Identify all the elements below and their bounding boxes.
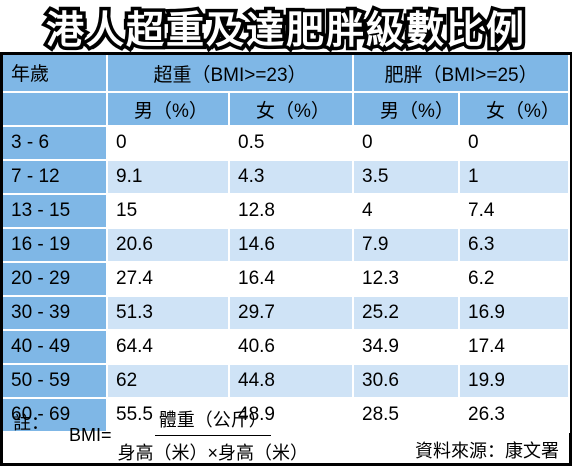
data-table: 年歲 超重（BMI>=23） 肥胖（BMI>=25） 男（%） 女（%） 男（%… [3,55,571,433]
table-row: 60 - 69 55.5 48.9 28.5 26.3 [3,398,571,433]
overweight-female-cell: 14.6 [229,228,355,263]
overweight-female-cell: 16.4 [229,262,355,297]
obese-female-cell: 16.9 [459,296,571,331]
table-row: 13 - 15 15 12.8 4 7.4 [3,194,571,229]
age-column-header: 年歲 [3,55,108,93]
header-row-groups: 年歲 超重（BMI>=23） 肥胖（BMI>=25） [3,55,571,93]
overweight-male-cell: 55.5 [107,398,230,433]
bmi-numerator: 體重（公斤） [154,406,271,436]
title-bar: 港人超重及達肥胖級數比例 [0,0,572,55]
age-cell: 3 - 6 [3,126,108,161]
obese-female-cell: 19.9 [459,364,571,399]
age-cell: 20 - 29 [3,262,108,297]
obese-female-cell: 7.4 [459,194,571,229]
obese-male-cell: 25.2 [353,296,461,331]
table-frame: 年歲 超重（BMI>=23） 肥胖（BMI>=25） 男（%） 女（%） 男（%… [0,52,572,466]
page-title: 港人超重及達肥胖級數比例 [42,4,527,55]
table-row: 20 - 29 27.4 16.4 12.3 6.2 [3,262,571,297]
obese-male-header: 男（%） [353,92,461,127]
age-cell: 60 - 69 [3,398,108,433]
bmi-formula-lhs: BMI= [69,424,112,445]
table-row: 40 - 49 64.4 40.6 34.9 17.4 [3,330,571,365]
overweight-female-cell: 29.7 [229,296,355,331]
age-cell: 30 - 39 [3,296,108,331]
age-cell: 50 - 59 [3,364,108,399]
table-row: 7 - 12 9.1 4.3 3.5 1 [3,160,571,195]
overweight-female-cell: 44.8 [229,364,355,399]
overweight-female-cell: 0.5 [229,126,355,161]
table-row: 16 - 19 20.6 14.6 7.9 6.3 [3,228,571,263]
overweight-male-cell: 62 [107,364,230,399]
obese-female-cell: 17.4 [459,330,571,365]
overweight-male-cell: 64.4 [107,330,230,365]
note-label: 註： [13,413,49,433]
header-row-sexes: 男（%） 女（%） 男（%） 女（%） [3,92,571,127]
footer: 註： BMI= 體重（公斤） 身高（米）×身高（米） 資料來源：康文署 [3,403,569,463]
overweight-male-header: 男（%） [107,92,230,127]
table-body: 3 - 6 0 0.5 0 0 7 - 12 9.1 4.3 3.5 1 13 - 15 15 12.8… [3,126,571,433]
age-cell: 40 - 49 [3,330,108,365]
obese-male-cell: 4 [353,194,461,229]
obese-male-cell: 30.6 [353,364,461,399]
overweight-group-header: 超重（BMI>=23） [107,55,355,93]
bmi-denominator: 身高（米）×身高（米） [117,442,309,463]
table-row: 3 - 6 0 0.5 0 0 [3,126,571,161]
obese-group-header: 肥胖（BMI>=25） [353,55,571,93]
overweight-male-cell: 0 [107,126,230,161]
overweight-male-cell: 9.1 [107,160,230,195]
bmi-formula: BMI= 體重（公斤） 身高（米）×身高（米） [69,409,312,463]
overweight-female-cell: 40.6 [229,330,355,365]
overweight-female-cell: 12.8 [229,194,355,229]
obese-male-cell: 3.5 [353,160,461,195]
age-cell: 7 - 12 [3,160,108,195]
age-cell: 13 - 15 [3,194,108,229]
overweight-male-cell: 51.3 [107,296,230,331]
obese-female-cell: 6.2 [459,262,571,297]
obese-female-cell: 6.3 [459,228,571,263]
age-cell: 16 - 19 [3,228,108,263]
overweight-male-cell: 20.6 [107,228,230,263]
table-row: 50 - 59 62 44.8 30.6 19.9 [3,364,571,399]
obese-male-cell: 28.5 [353,398,461,433]
obese-female-cell: 1 [459,160,571,195]
obese-female-cell: 0 [459,126,571,161]
obese-male-cell: 12.3 [353,262,461,297]
overweight-female-cell: 48.9 [229,398,355,433]
overweight-female-cell: 4.3 [229,160,355,195]
table-row: 30 - 39 51.3 29.7 25.2 16.9 [3,296,571,331]
overweight-male-cell: 27.4 [107,262,230,297]
bmi-fraction: 體重（公斤） 身高（米）×身高（米） [114,406,313,465]
overweight-male-cell: 15 [107,194,230,229]
obese-female-header: 女（%） [459,92,571,127]
obese-male-cell: 34.9 [353,330,461,365]
age-column-header-spacer [3,92,108,127]
overweight-female-header: 女（%） [229,92,355,127]
obese-female-cell: 26.3 [459,398,571,433]
source-credit: 資料來源：康文署 [415,441,559,461]
obese-male-cell: 7.9 [353,228,461,263]
obese-male-cell: 0 [353,126,461,161]
